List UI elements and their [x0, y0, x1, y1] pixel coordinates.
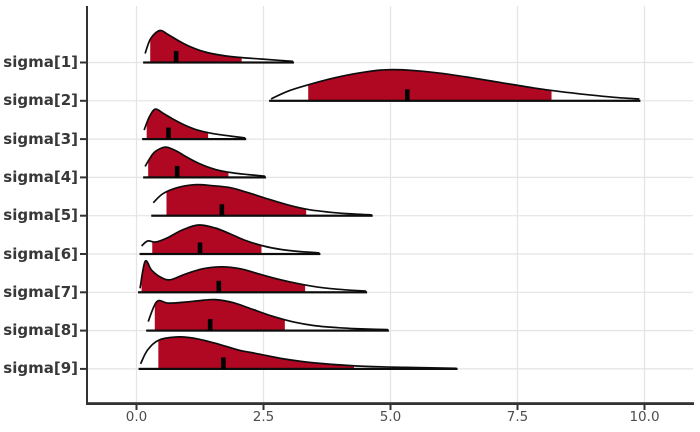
x-axis-tick-label: 2.5	[252, 409, 275, 425]
ridge-baseline	[138, 367, 458, 370]
y-axis-label: sigma[6]	[3, 244, 78, 263]
point-estimate-tick	[197, 242, 203, 254]
ridge-baseline	[143, 176, 267, 179]
y-axis-label: sigma[2]	[3, 91, 78, 110]
x-axis-tick-label: 0.0	[125, 409, 148, 425]
x-tick-mark	[643, 405, 646, 410]
ridge-baseline	[143, 61, 294, 64]
density-outline	[141, 224, 320, 254]
density-outline	[270, 68, 640, 100]
credible-interval-fill	[154, 299, 285, 331]
y-tick-mark	[80, 61, 86, 64]
point-estimate-tick	[173, 51, 179, 63]
density-outline	[144, 146, 266, 178]
y-tick-mark	[80, 176, 86, 179]
ridge-sigma-9-	[138, 336, 458, 370]
point-estimate-tick	[207, 319, 213, 331]
density-outline	[144, 29, 294, 63]
point-estimate-tick	[404, 89, 410, 101]
ridge-baseline	[146, 329, 389, 332]
y-axis-label: sigma[9]	[3, 359, 78, 378]
credible-interval-fill	[158, 336, 354, 369]
ridge-sigma-1-	[143, 29, 294, 64]
point-estimate-tick	[166, 127, 171, 140]
ridge-baseline	[138, 291, 368, 294]
credible-interval-fill	[308, 69, 552, 101]
x-axis-tick-label: 10.0	[629, 409, 660, 425]
y-axis-label: sigma[1]	[3, 53, 78, 71]
x-axis-tick-label: 7.5	[506, 409, 529, 425]
y-axis-label: sigma[4]	[3, 167, 78, 186]
y-tick-mark	[80, 253, 86, 255]
x-tick-mark	[262, 405, 265, 410]
ridge-sigma-8-	[146, 298, 389, 332]
ridge-sigma-4-	[143, 146, 267, 179]
ridge-baseline	[139, 252, 321, 256]
point-estimate-tick	[219, 204, 225, 216]
ridge-sigma-5-	[151, 183, 373, 217]
y-axis-label: sigma[7]	[3, 282, 78, 301]
ridge-sigma-3-	[142, 108, 247, 141]
y-axis-label: sigma[3]	[3, 129, 78, 148]
x-tick-mark	[389, 405, 392, 410]
density-outline	[143, 108, 246, 139]
y-tick-mark	[80, 138, 86, 141]
point-estimate-tick	[216, 280, 222, 293]
density-outline	[147, 298, 388, 331]
point-estimate-tick	[174, 165, 180, 178]
ridge-sigma-7-	[138, 259, 368, 294]
credible-interval-fill	[152, 224, 262, 254]
y-tick-mark	[80, 329, 86, 332]
y-tick-mark	[80, 367, 86, 370]
y-axis-line	[86, 6, 88, 405]
x-axis-tick-label: 5.0	[379, 409, 402, 425]
ridge-sigma-2-	[269, 68, 641, 102]
y-axis-label: sigma[5]	[3, 206, 78, 225]
point-estimate-tick	[221, 357, 226, 369]
y-tick-mark	[80, 99, 86, 102]
density-outline	[139, 336, 457, 370]
credible-interval-fill	[146, 109, 209, 140]
ridge-baseline	[151, 214, 373, 217]
credible-interval-fill	[166, 184, 307, 216]
density-outline	[139, 259, 367, 292]
y-tick-mark	[80, 214, 86, 217]
ridge-baseline	[142, 138, 247, 141]
y-axis-label: sigma[8]	[3, 321, 78, 340]
credible-interval-fill	[141, 260, 306, 293]
x-tick-mark	[135, 405, 138, 410]
axes	[80, 6, 694, 410]
x-tick-mark	[516, 405, 519, 410]
density-outline	[152, 183, 372, 216]
ridge-baseline	[269, 99, 641, 102]
y-tick-mark	[80, 291, 86, 294]
ridge-sigma-6-	[139, 224, 321, 256]
x-axis-line	[86, 402, 694, 405]
